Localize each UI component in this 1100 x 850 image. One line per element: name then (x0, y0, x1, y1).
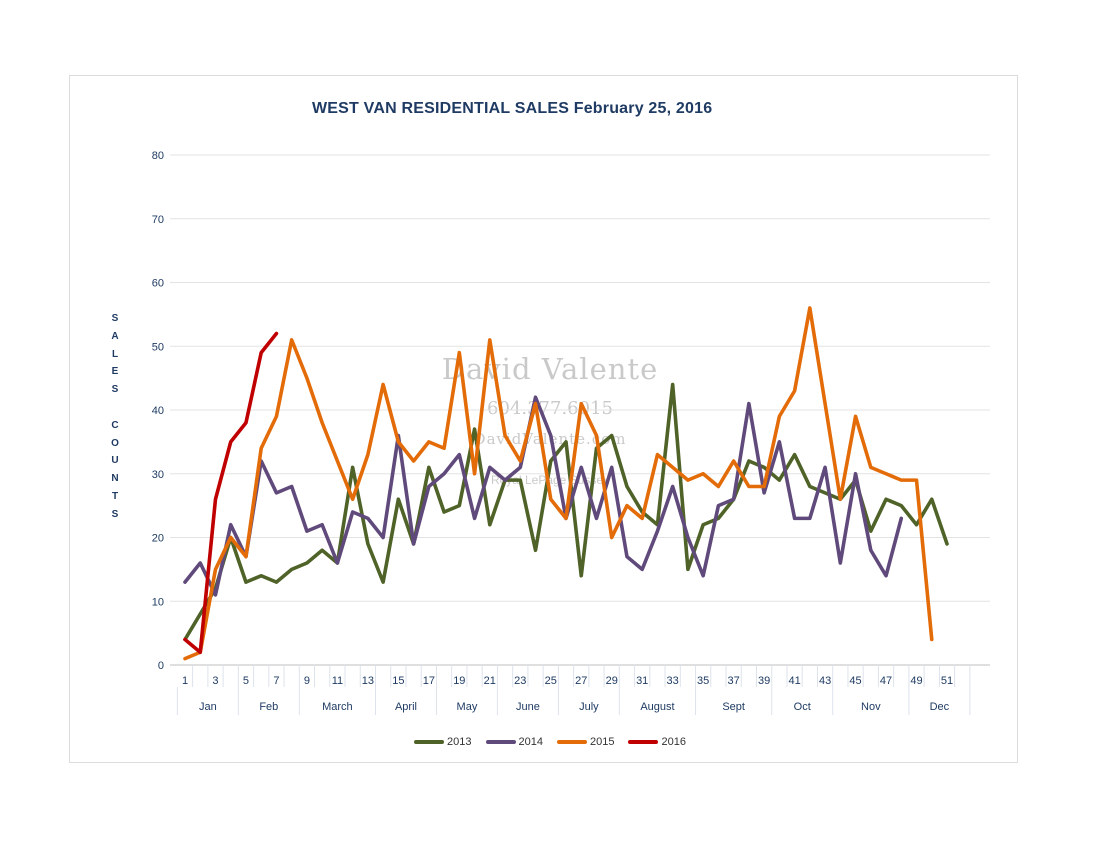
y-tick-label: 30 (152, 469, 164, 481)
month-label: Nov (861, 701, 881, 713)
series-line-2014 (183, 395, 904, 597)
legend-swatch (485, 740, 516, 744)
x-tick-label: 35 (697, 675, 709, 687)
x-tick-label: 13 (362, 675, 374, 687)
x-tick-label: 27 (575, 675, 587, 687)
x-tick-label: 3 (212, 675, 218, 687)
x-tick-label: 19 (453, 675, 465, 687)
x-tick-label: 45 (849, 675, 861, 687)
x-tick-label: 31 (636, 675, 648, 687)
series-line-2013 (183, 382, 949, 642)
month-label: June (516, 701, 540, 713)
chart-frame (69, 75, 1018, 763)
y-axis-label-letter: S (111, 508, 119, 520)
legend-label: 2016 (661, 736, 686, 748)
legend-item-2013: 2013 (414, 736, 472, 748)
x-tick-label: 37 (728, 675, 740, 687)
y-tick-label: 10 (152, 596, 164, 608)
x-tick-label: 15 (392, 675, 404, 687)
y-axis-label-letter: S (111, 313, 119, 324)
legend: 2013 2014 2015 2016 (0, 736, 1100, 748)
series-line-2016 (183, 331, 279, 655)
y-tick-label: 70 (152, 214, 164, 226)
x-tick-label: 1 (182, 675, 188, 687)
y-axis-label-letter: U (111, 455, 119, 467)
legend-label: 2014 (518, 736, 543, 748)
month-label: April (395, 701, 417, 713)
legend-label: 2013 (447, 736, 472, 748)
x-tick-label: 41 (788, 675, 800, 687)
chart-title: WEST VAN RESIDENTIAL SALES February 25, … (312, 100, 713, 117)
x-tick-label: 7 (273, 675, 279, 687)
month-label: Sept (722, 701, 745, 713)
legend-swatch (414, 740, 445, 744)
legend-swatch (557, 740, 587, 744)
month-label: March (322, 701, 353, 713)
x-tick-label: 51 (941, 675, 953, 687)
y-axis-label-letter: E (111, 366, 119, 378)
y-axis-label-letter: A (111, 330, 119, 342)
x-tick-label: 9 (304, 675, 310, 687)
y-tick-label: 50 (152, 341, 164, 353)
legend-label: 2015 (590, 736, 615, 748)
x-tick-label: 11 (332, 675, 343, 687)
legend-item-2015: 2015 (557, 736, 614, 748)
month-label: July (579, 701, 599, 713)
x-tick-label: 23 (514, 675, 526, 687)
y-axis-label-letter: T (111, 490, 119, 502)
month-label: Oct (794, 701, 811, 713)
y-tick-label: 40 (152, 405, 164, 417)
y-axis-label-letter: N (111, 473, 119, 485)
month-label: Jan (199, 701, 217, 713)
legend-item-2014: 2014 (485, 736, 543, 748)
x-tick-label: 25 (545, 675, 557, 687)
x-tick-label: 21 (484, 675, 496, 687)
x-tick-label: 33 (667, 675, 679, 687)
y-axis-label-letter: S (111, 384, 119, 396)
y-axis-label-letter: O (111, 437, 119, 449)
y-tick-label: 80 (152, 150, 164, 162)
legend-swatch (628, 740, 659, 744)
y-tick-label: 20 (152, 533, 164, 545)
x-tick-label: 39 (758, 675, 770, 687)
month-label: Feb (259, 701, 278, 713)
y-tick-label: 0 (158, 660, 164, 672)
month-label: May (457, 701, 478, 713)
x-tick-label: 47 (880, 675, 892, 687)
legend-item-2016: 2016 (628, 736, 686, 748)
x-tick-label: 5 (243, 675, 249, 687)
x-tick-label: 43 (819, 675, 831, 687)
x-tick-label: 49 (910, 675, 922, 687)
x-tick-label: 29 (606, 675, 618, 687)
series-line-2015 (183, 306, 934, 661)
y-tick-label: 60 (152, 278, 164, 290)
y-axis-label-letter: C (111, 419, 119, 431)
month-label: Dec (930, 701, 950, 713)
month-label: August (640, 701, 674, 713)
y-axis-label-letter: L (111, 348, 119, 360)
watermark-name: David Valente (441, 352, 659, 386)
x-tick-label: 17 (423, 675, 435, 687)
